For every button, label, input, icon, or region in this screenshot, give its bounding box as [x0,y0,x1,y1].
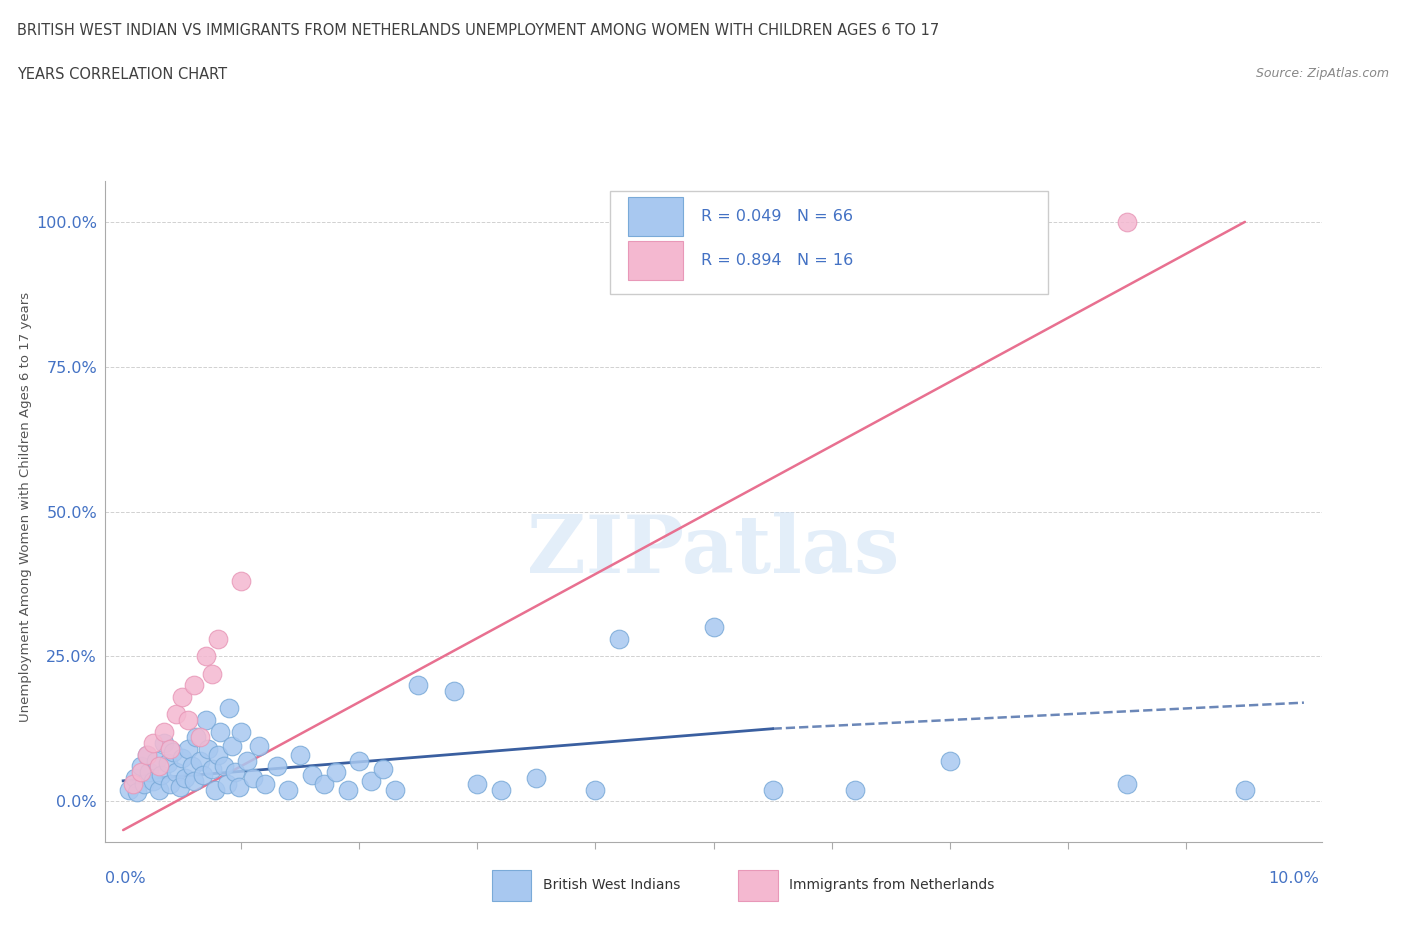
Text: Immigrants from Netherlands: Immigrants from Netherlands [789,878,994,893]
Point [172,689,194,704]
Point [1115,215,1137,230]
Point [208,724,231,739]
Point [215,777,238,791]
Point [360,774,382,789]
Point [443,684,465,698]
Point [183,678,205,693]
Point [277,782,299,797]
Point [761,782,783,797]
Point [702,620,725,635]
Point [204,782,226,797]
Text: YEARS CORRELATION CHART: YEARS CORRELATION CHART [17,67,226,82]
Point [212,759,235,774]
Point [149,767,172,782]
Point [124,770,146,785]
Text: ZIPatlas: ZIPatlas [527,512,900,591]
Point [188,753,211,768]
Point [207,631,229,646]
Point [218,701,240,716]
Point [169,779,191,794]
Point [177,712,200,727]
Point [129,764,152,779]
Text: Source: ZipAtlas.com: Source: ZipAtlas.com [1256,67,1389,80]
Point [165,707,187,722]
Point [148,759,170,774]
Point [384,782,406,797]
Point [1115,777,1137,791]
Point [145,753,167,768]
Point [236,753,259,768]
Point [127,785,149,800]
Point [183,774,205,789]
FancyBboxPatch shape [628,196,683,236]
Point [165,764,187,779]
Point [221,738,243,753]
Text: Unemployment Among Women with Children Ages 6 to 17 years: Unemployment Among Women with Children A… [18,292,32,722]
Text: 10.0%: 10.0% [1268,871,1319,886]
Point [371,762,394,777]
Point [231,724,253,739]
Point [118,782,141,797]
Point [142,736,165,751]
Point [938,753,960,768]
Point [349,753,371,768]
Point [879,215,901,230]
Point [301,767,323,782]
FancyBboxPatch shape [610,192,1047,294]
Point [312,777,335,791]
Point [188,730,211,745]
Point [467,777,489,791]
Text: BRITISH WEST INDIAN VS IMMIGRANTS FROM NETHERLANDS UNEMPLOYMENT AMONG WOMEN WITH: BRITISH WEST INDIAN VS IMMIGRANTS FROM N… [17,23,939,38]
Point [201,666,224,681]
Point [129,759,152,774]
Point [644,215,666,230]
Point [153,724,176,739]
Text: R = 0.894   N = 16: R = 0.894 N = 16 [702,253,853,268]
Point [526,770,548,785]
Point [231,574,253,589]
Point [159,741,181,756]
Point [134,777,156,791]
Point [201,762,224,777]
Point [142,774,165,789]
Point [585,782,607,797]
Point [607,631,630,646]
Point [844,782,866,797]
Point [336,782,359,797]
Point [172,751,194,765]
Point [193,767,215,782]
Point [408,678,430,693]
Point [489,782,512,797]
Point [207,748,229,763]
Point [138,764,160,779]
Point [224,764,246,779]
Point [121,777,143,791]
Point [186,730,208,745]
Point [290,748,312,763]
Point [194,649,217,664]
Point [148,782,170,797]
Point [180,759,202,774]
Text: British West Indians: British West Indians [543,878,681,893]
Point [266,759,288,774]
Point [242,770,264,785]
Point [253,777,276,791]
Text: 0.0%: 0.0% [105,871,146,886]
FancyBboxPatch shape [628,241,683,281]
Point [157,756,180,771]
Point [162,744,184,759]
Point [135,748,157,763]
Point [159,777,181,791]
Point [228,779,250,794]
Point [194,712,217,727]
Point [197,741,219,756]
Point [177,741,200,756]
Point [247,738,270,753]
Point [325,764,347,779]
Point [173,770,195,785]
Point [153,736,176,751]
Point [135,748,157,763]
Text: R = 0.049   N = 66: R = 0.049 N = 66 [702,209,853,224]
Point [1233,782,1256,797]
